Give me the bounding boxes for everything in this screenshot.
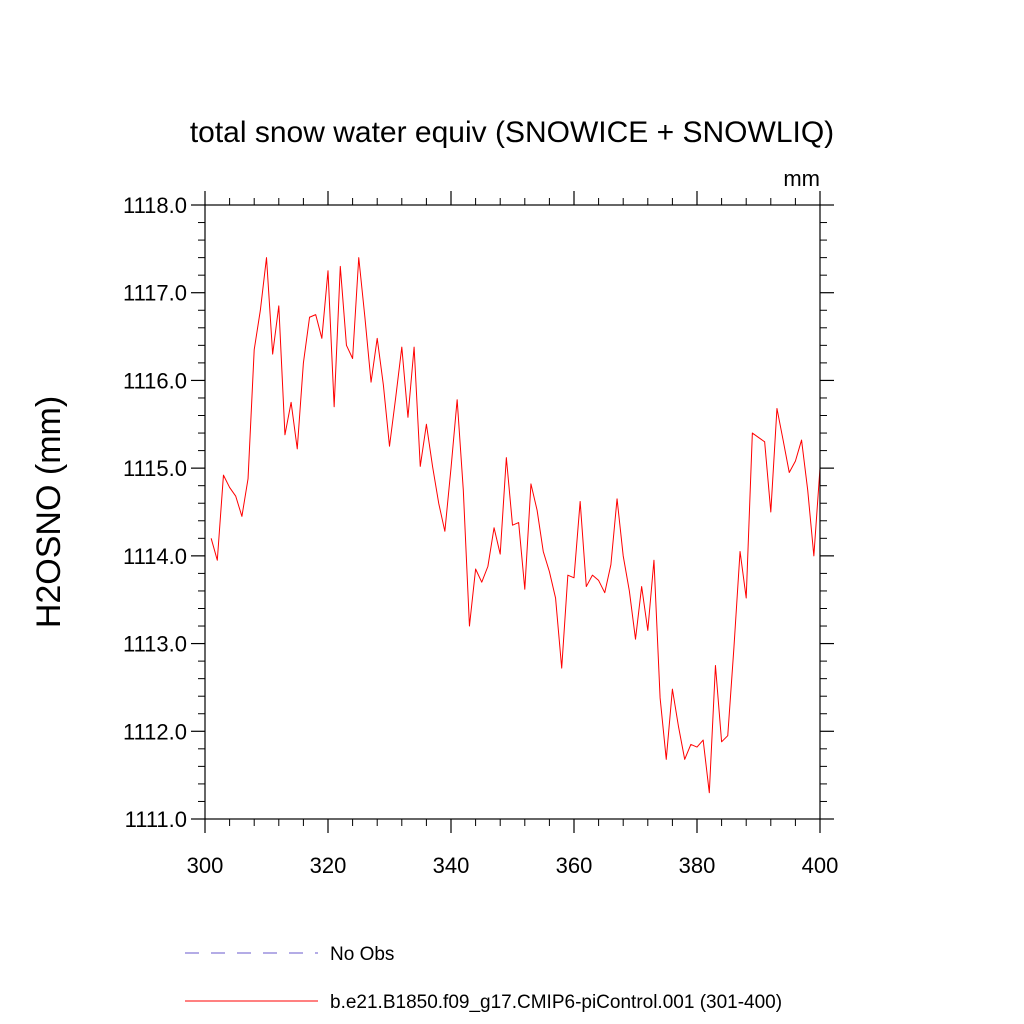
legend-label-piControl: b.e21.B1850.f09_g17.CMIP6-piControl.001 … xyxy=(330,992,782,1013)
y-tick-label: 1115.0 xyxy=(123,456,187,481)
plot-frame xyxy=(204,204,821,820)
y-tick-label: 1116.0 xyxy=(123,368,187,393)
y-axis-label: H2OSNO (mm) xyxy=(30,396,68,628)
legend-label-no-obs: No Obs xyxy=(330,944,394,965)
x-tick-label: 400 xyxy=(802,853,839,878)
x-tick-label: 380 xyxy=(679,853,716,878)
y-tick-label: 1118.0 xyxy=(123,193,187,218)
legend: No Obs b.e21.B1850.f09_g17.CMIP6-piContro… xyxy=(185,944,782,1013)
series-line-piControl xyxy=(210,257,821,794)
x-tick-label: 360 xyxy=(556,853,593,878)
x-tick-label: 300 xyxy=(187,853,224,878)
units-label: mm xyxy=(783,166,820,191)
y-tick-label: 1111.0 xyxy=(125,807,187,832)
chart-title: total snow water equiv (SNOWICE + SNOWLI… xyxy=(190,116,834,149)
x-tick-label: 340 xyxy=(433,853,470,878)
y-tick-label: 1113.0 xyxy=(123,632,187,657)
y-tick-label: 1112.0 xyxy=(123,719,187,744)
y-tick-label: 1114.0 xyxy=(123,544,187,569)
x-tick-label: 320 xyxy=(310,853,347,878)
y-tick-label: 1117.0 xyxy=(123,281,187,306)
